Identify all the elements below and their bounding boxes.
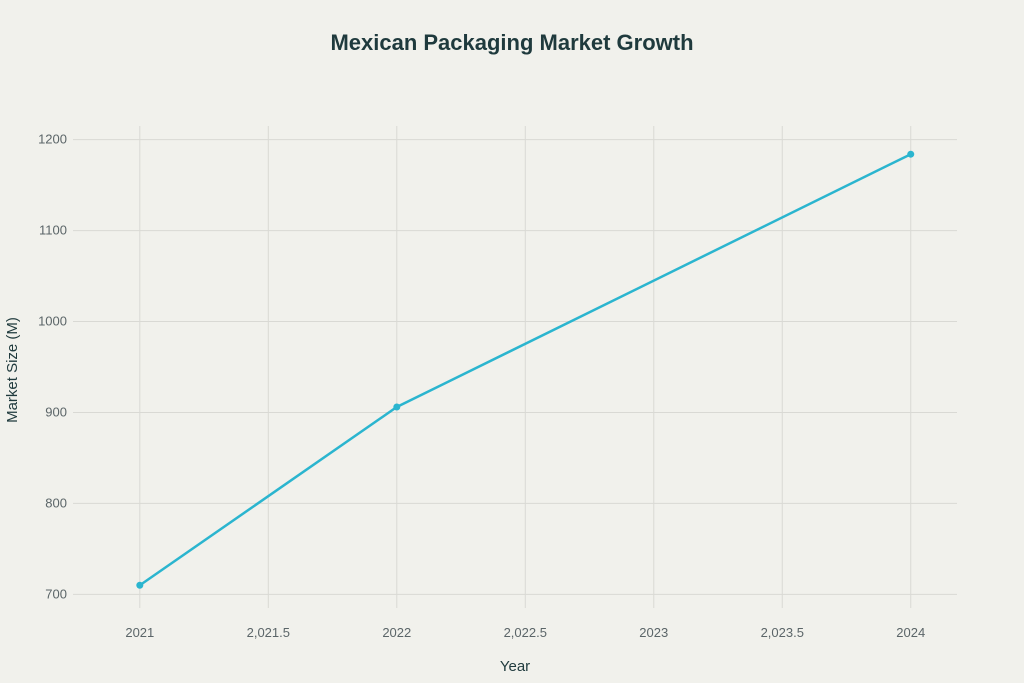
x-axis-ticks: 2021 2,021.5 2022 2,022.5 2023 2,023.5 2024: [125, 625, 925, 640]
data-point[interactable]: [907, 150, 915, 158]
data-point[interactable]: [393, 403, 401, 411]
x-axis-title: Year: [500, 658, 530, 675]
data-point[interactable]: [136, 581, 144, 589]
y-tick-label: 700: [45, 586, 67, 601]
series-group: [136, 150, 915, 589]
x-tick-label: 2023: [639, 625, 668, 640]
x-tick-label: 2024: [896, 625, 925, 640]
y-tick-label: 1000: [38, 314, 67, 329]
chart-title: Mexican Packaging Market Growth: [330, 30, 693, 55]
y-axis-ticks: 700 800 900 1000 1100 1200: [38, 132, 67, 602]
y-tick-label: 1100: [39, 223, 67, 238]
y-axis-title: Market Size (M): [4, 317, 21, 423]
x-tick-label: 2,023.5: [761, 625, 804, 640]
x-tick-label: 2022: [382, 625, 411, 640]
y-tick-label: 800: [45, 495, 67, 510]
gridlines: [73, 126, 957, 608]
x-tick-label: 2,021.5: [247, 625, 290, 640]
x-tick-label: 2021: [125, 625, 154, 640]
y-tick-label: 1200: [38, 132, 67, 147]
x-tick-label: 2,022.5: [504, 625, 547, 640]
y-tick-label: 900: [45, 404, 67, 419]
